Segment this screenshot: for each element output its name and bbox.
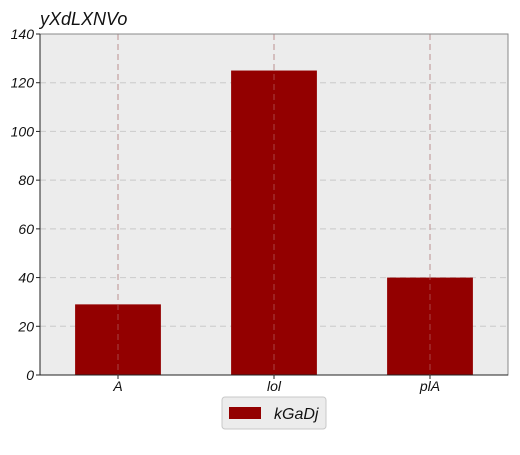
y-tick-label: 80 <box>18 172 34 188</box>
y-tick-label: 60 <box>18 221 34 237</box>
y-tick-label: 140 <box>11 26 35 42</box>
y-tick-label: 120 <box>11 75 35 91</box>
y-tick-label: 100 <box>11 123 35 139</box>
legend: kGaDj <box>221 396 327 430</box>
bar-layer <box>75 34 473 376</box>
y-tick-label: 20 <box>17 318 34 334</box>
x-tick-label: lol <box>267 378 282 394</box>
y-tick-label: 40 <box>18 270 34 286</box>
y-axis-ticks: 0 20 40 60 80 100 120 140 <box>11 26 40 383</box>
y-tick-label: 0 <box>26 367 34 383</box>
x-tick-label: A <box>112 378 122 394</box>
chart-title: yXdLXNVo <box>38 9 127 29</box>
legend-swatch <box>229 407 261 419</box>
legend-label: kGaDj <box>274 406 319 423</box>
legend-box <box>221 396 327 430</box>
x-tick-label: plA <box>419 378 440 394</box>
